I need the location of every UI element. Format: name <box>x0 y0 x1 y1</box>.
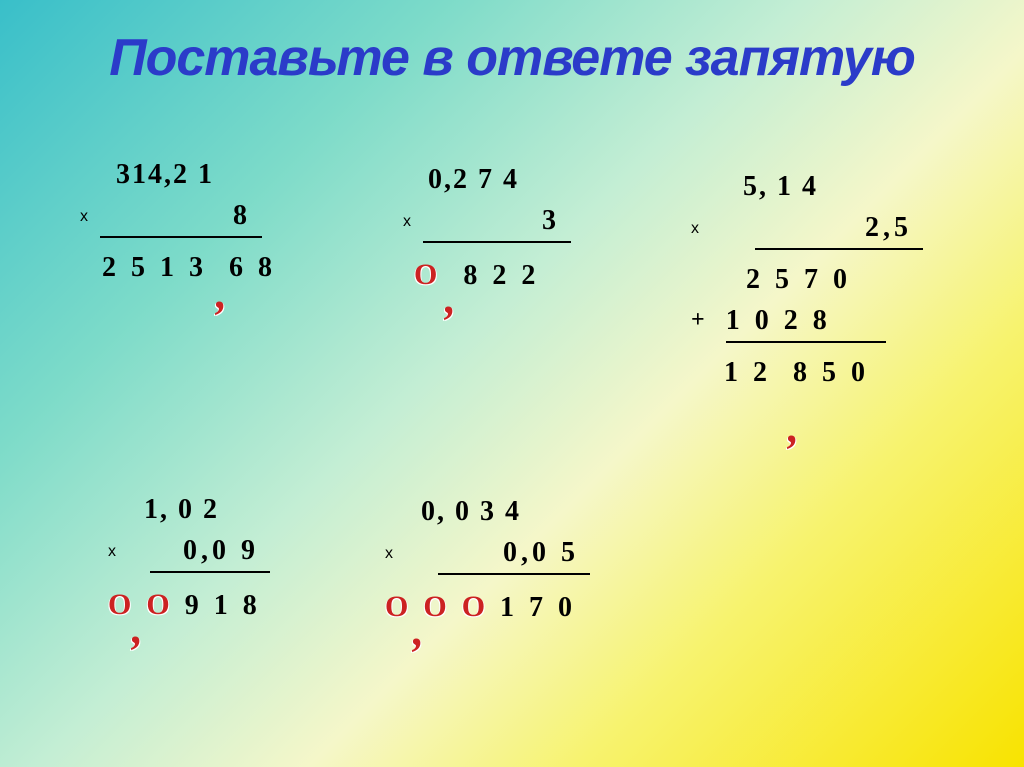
p1-line1: 314,2 1 <box>80 155 276 196</box>
p5-line1: 0, 0 3 4 <box>385 492 590 533</box>
problem-5: 0, 0 3 4 x 0,0 5 О О О 1 7 0 , <box>385 492 590 629</box>
problem-1: 314,2 1 x8 2 5 1 3 6 8 , <box>80 155 276 289</box>
p4-result: О О 9 1 8 <box>108 583 270 627</box>
p4-line1: 1, 0 2 <box>108 490 270 531</box>
p3-line1: 5, 1 4 <box>680 167 923 208</box>
p4-underline: 0,0 9 <box>150 531 270 574</box>
oh-glyph: О <box>385 590 412 623</box>
problem-3: 5, 1 4 x 2,5 2 5 7 0 + 1 0 2 8 1 2 8 5 0… <box>680 167 923 394</box>
p1-line2: x8 <box>80 196 276 239</box>
p3-result: 1 2 8 5 0 <box>680 353 923 394</box>
problem-4: 1, 0 2 x 0,0 9 О О 9 1 8 , <box>108 490 270 627</box>
p3-partial2: + 1 0 2 8 <box>680 301 923 344</box>
p5-result: О О О 1 7 0 <box>385 585 590 629</box>
p5-underline: 0,0 5 <box>438 533 590 576</box>
page-title: Поставьте в ответе запятую <box>0 0 1024 88</box>
p3-partial1: 2 5 7 0 <box>680 260 923 301</box>
p1-underline: 8 <box>100 196 262 239</box>
oh-glyph: О <box>146 588 173 621</box>
p2-underline: 3 <box>423 201 571 244</box>
p3-underline: 2,5 <box>755 208 923 251</box>
p2-line1: 0,2 7 4 <box>392 160 571 201</box>
oh-glyph: О <box>414 258 441 291</box>
p2-line2: x3 <box>392 201 571 244</box>
oh-glyph: О <box>423 590 450 623</box>
p3-line2: x 2,5 <box>680 208 923 251</box>
p3-comma: , <box>788 396 799 460</box>
p1-result: 2 5 1 3 6 8 <box>80 248 276 289</box>
p5-line2: x 0,0 5 <box>385 533 590 576</box>
p4-line2: x 0,0 9 <box>108 531 270 574</box>
oh-glyph: О <box>462 590 489 623</box>
p3-underline2: 1 0 2 8 <box>726 301 886 344</box>
oh-glyph: О <box>108 588 135 621</box>
p2-result: О 8 2 2 <box>392 253 571 297</box>
problem-2: 0,2 7 4 x3 О 8 2 2 , <box>392 160 571 297</box>
